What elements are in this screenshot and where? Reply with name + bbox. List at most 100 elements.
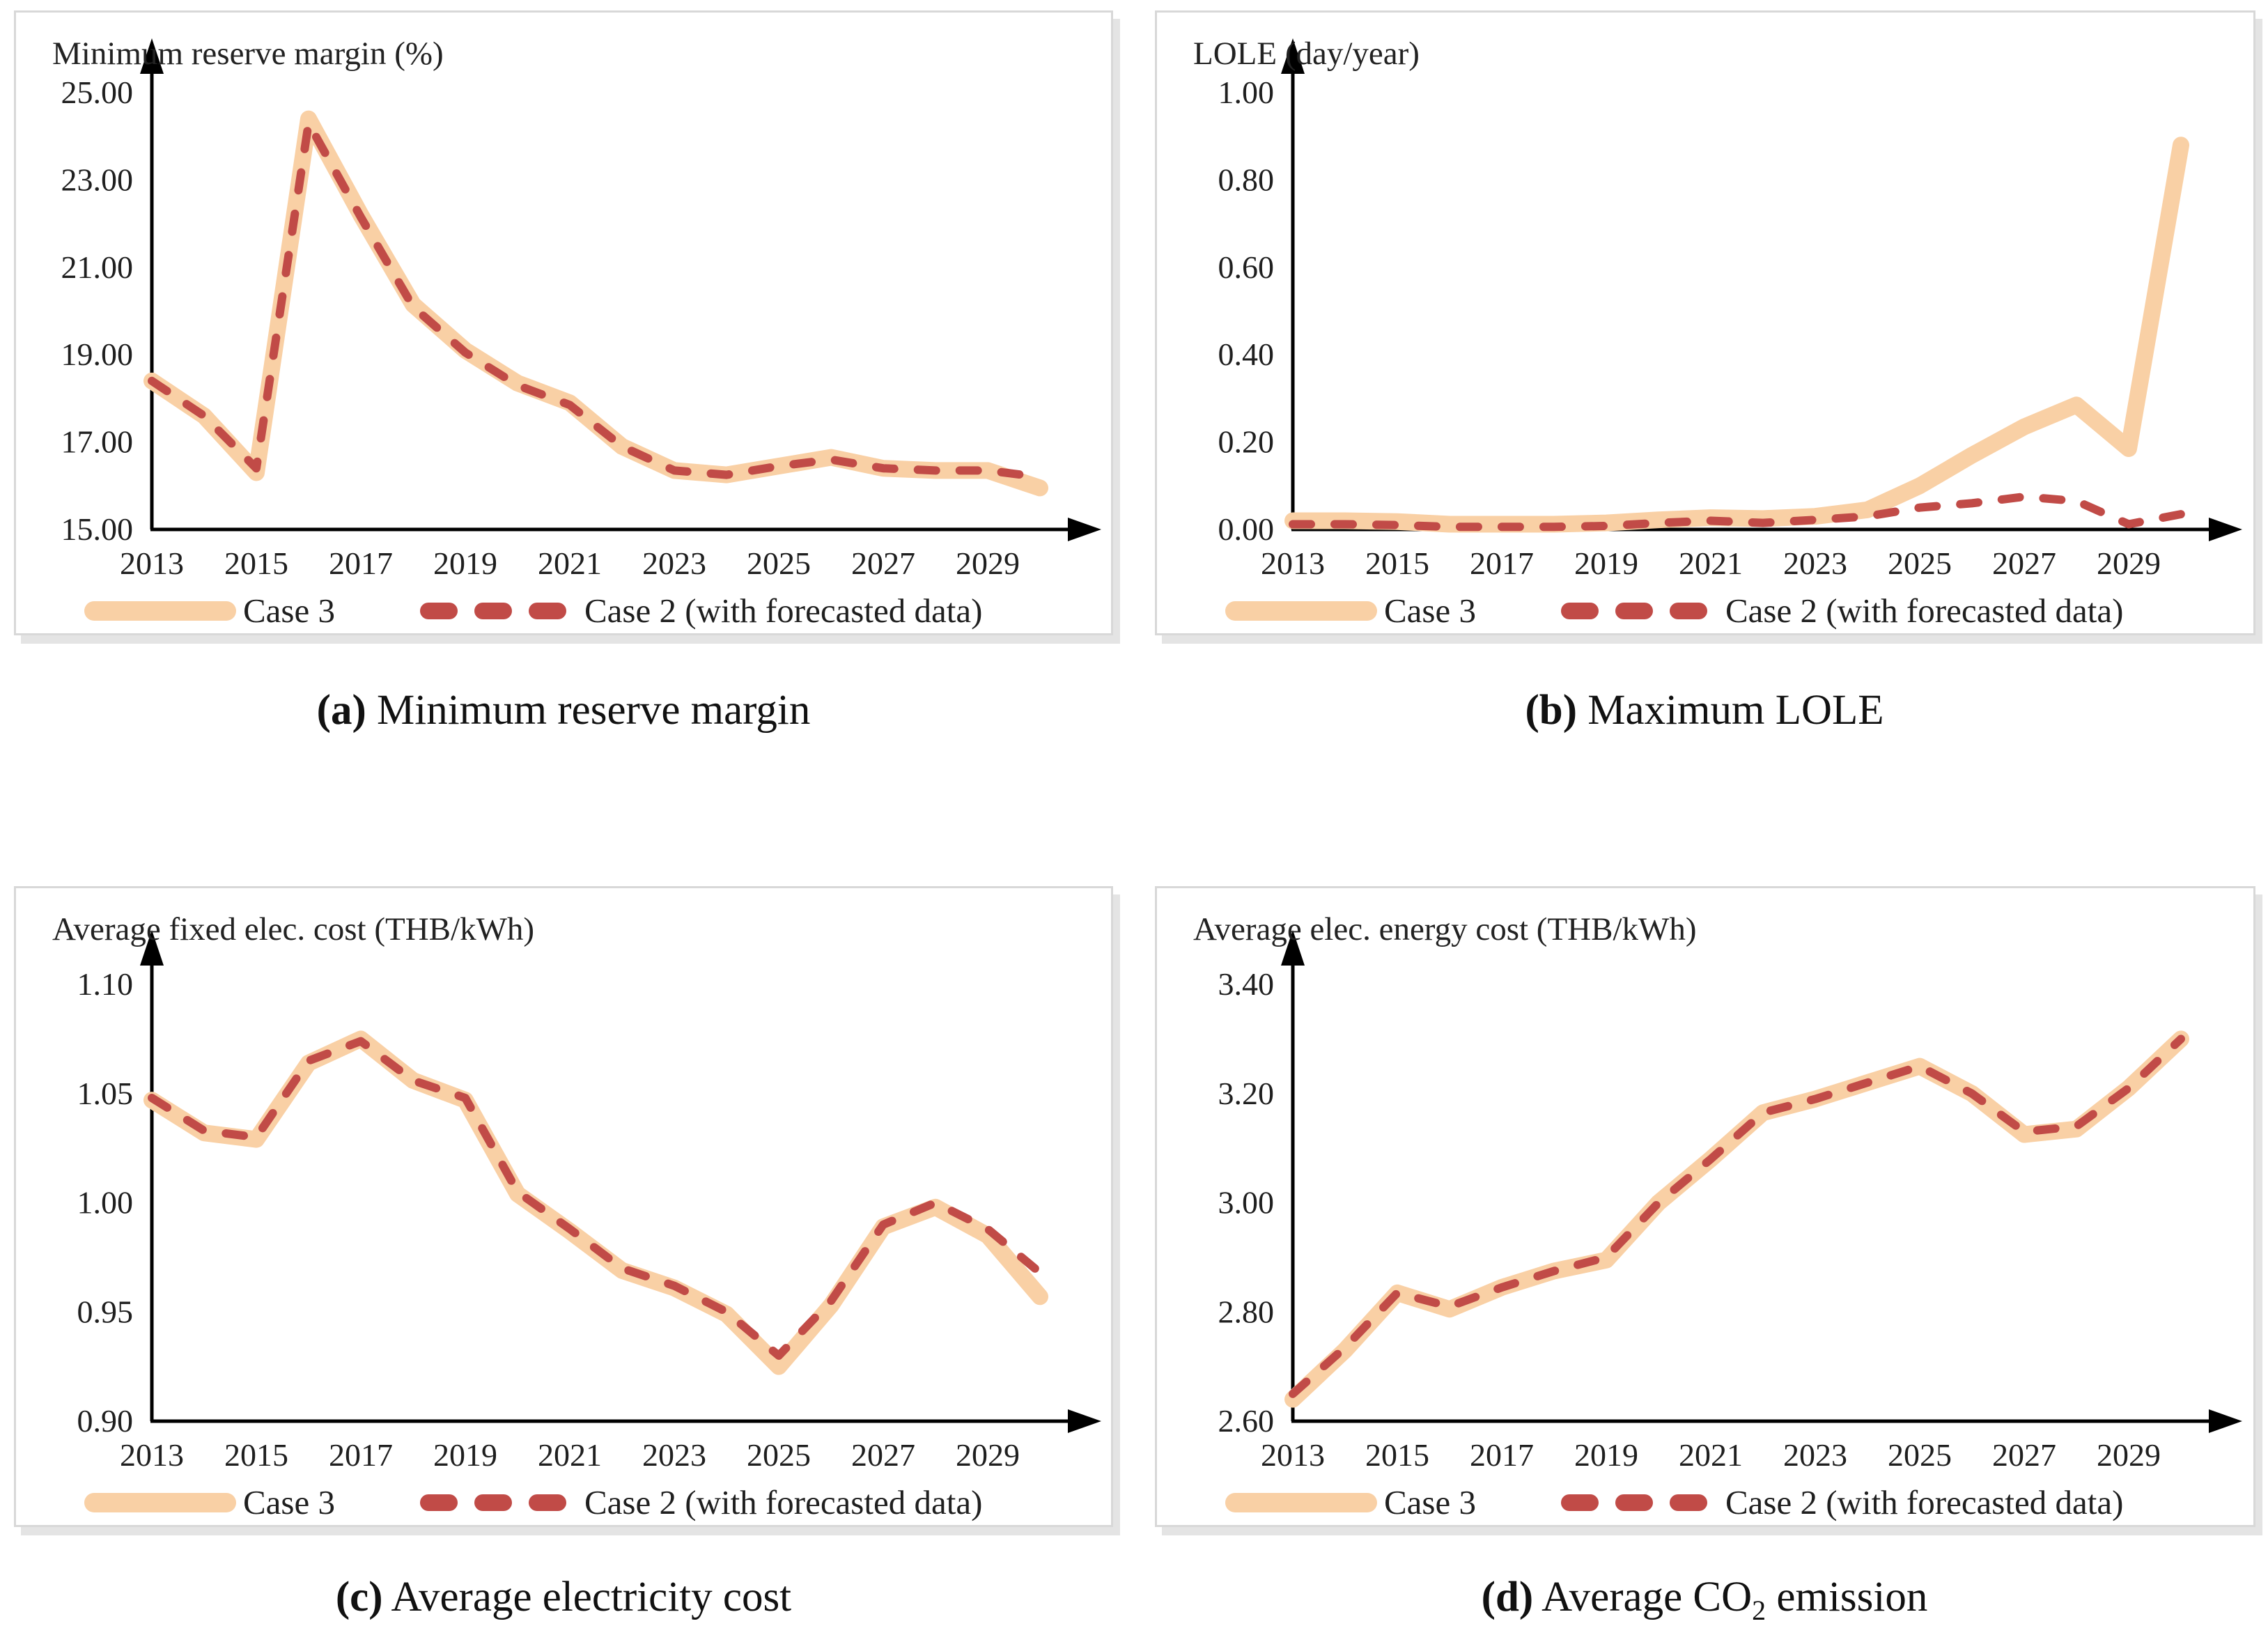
x-tick-label: 2019: [1574, 545, 1638, 581]
legend-case2-label: Case 2 (with forecasted data): [584, 591, 982, 630]
x-axis-arrowhead-icon: [1068, 1409, 1101, 1433]
y-tick-label: 1.00: [77, 1185, 134, 1221]
legend-case3-label: Case 3: [243, 1483, 335, 1521]
x-tick-label: 2025: [747, 545, 811, 581]
y-tick-label: 19.00: [61, 336, 134, 372]
x-tick-label: 2019: [433, 1437, 497, 1473]
x-tick-label: 2021: [538, 545, 602, 581]
chart-title: Minimum reserve margin (%): [52, 36, 444, 72]
panel-b-maximum-lole: 0.00 0.20 0.40 0.60 0.80 1.00 2013 2015 2017 2019…: [1155, 10, 2255, 635]
legend: Case 3 Case 2 (with forecasted data): [84, 591, 982, 630]
x-tick-label: 2015: [224, 1437, 288, 1473]
y-tick-label: 0.00: [1218, 511, 1275, 547]
caption-b-text: Maximum LOLE: [1587, 687, 1884, 734]
caption-d-text-sub: 2: [1752, 1595, 1766, 1627]
y-tick-label: 3.00: [1218, 1185, 1275, 1221]
x-tick-label: 2017: [329, 545, 393, 581]
y-tick-label: 3.40: [1218, 966, 1275, 1002]
caption-a-label: (a): [316, 687, 366, 734]
caption-a-text: Minimum reserve margin: [377, 687, 811, 734]
x-tick-label: 2019: [1574, 1437, 1638, 1473]
y-tick-label: 15.00: [61, 511, 134, 547]
y-tick-label: 1.00: [1218, 75, 1275, 110]
y-tick-label: 25.00: [61, 75, 134, 110]
y-tick-label: 1.10: [77, 966, 134, 1002]
chart-average-fixed-elec-cost: 0.90 0.95 1.00 1.05 1.10 2013 2015 2017 2019 2021…: [52, 911, 1101, 1521]
x-tick-label: 2023: [642, 1437, 706, 1473]
x-tick-label: 2025: [1888, 1437, 1952, 1473]
y-tick-label: 0.95: [77, 1294, 134, 1329]
x-tick-label: 2017: [1470, 1437, 1534, 1473]
x-tick-label: 2029: [2097, 1437, 2161, 1473]
legend-case2-label: Case 2 (with forecasted data): [1725, 591, 2123, 630]
caption-c-label: (c): [335, 1574, 383, 1620]
case2-line: [1289, 1035, 2185, 1398]
caption-b: (b) Maximum LOLE: [1155, 686, 2254, 735]
y-tick-label: 2.80: [1218, 1294, 1275, 1329]
chart-root: 15.00 17.00 19.00 21.00 23.00 25.00 2013 2015 20…: [52, 36, 1101, 630]
legend: Case 3 Case 2 (with forecasted data): [1225, 591, 2123, 630]
x-axis-arrowhead-icon: [2209, 518, 2242, 541]
x-axis-arrowhead-icon: [1068, 518, 1101, 541]
legend-case3-label: Case 3: [1384, 591, 1476, 630]
x-tick-label: 2013: [120, 1437, 184, 1473]
caption-b-label: (b): [1525, 687, 1578, 734]
case3-line: [1284, 137, 2189, 533]
case2-line: [148, 1037, 1044, 1360]
chart-average-elec-energy-cost: 2.60 2.80 3.00 3.20 3.40 2013 2015 2017 2019 2021…: [1193, 911, 2242, 1521]
axes: 2.60 2.80 3.00 3.20 3.40 2013 2015 2017 2019 2021…: [1218, 930, 2242, 1473]
caption-c-text: Average electricity cost: [391, 1574, 792, 1620]
x-tick-label: 2021: [1679, 545, 1743, 581]
y-tick-label: 0.60: [1218, 249, 1275, 285]
x-tick-label: 2025: [747, 1437, 811, 1473]
y-axis-arrowhead-icon: [140, 930, 164, 966]
y-axis-arrowhead-icon: [1281, 38, 1305, 74]
panel-d-average-co2-emission: 2.60 2.80 3.00 3.20 3.40 2013 2015 2017 2019 2021…: [1155, 886, 2255, 1527]
y-tick-label: 2.60: [1218, 1403, 1275, 1439]
caption-d: (d) Average CO2 emission: [1155, 1573, 2254, 1627]
case2-line: [148, 118, 1044, 481]
y-tick-label: 0.90: [77, 1403, 134, 1439]
x-tick-label: 2015: [1365, 545, 1429, 581]
y-tick-label: 3.20: [1218, 1076, 1275, 1111]
panel-a-minimum-reserve-margin: 15.00 17.00 19.00 21.00 23.00 25.00 2013 2015 20…: [14, 10, 1113, 635]
x-tick-label: 2017: [1470, 545, 1534, 581]
y-tick-label: 21.00: [61, 249, 134, 285]
x-tick-label: 2025: [1888, 545, 1952, 581]
x-axis-arrowhead-icon: [2209, 1409, 2242, 1433]
y-axis-arrowhead-icon: [1281, 930, 1305, 966]
x-tick-label: 2013: [1261, 1437, 1325, 1473]
caption-c: (c) Average electricity cost: [14, 1573, 1113, 1622]
axes: 15.00 17.00 19.00 21.00 23.00 25.00 2013 2015 20…: [61, 38, 1101, 581]
legend-case3-label: Case 3: [243, 591, 335, 630]
x-tick-label: 2027: [1992, 545, 2056, 581]
x-tick-label: 2021: [1679, 1437, 1743, 1473]
y-tick-label: 23.00: [61, 162, 134, 197]
chart-root: 0.90 0.95 1.00 1.05 1.10 2013 2015 2017 2019 2021…: [52, 911, 1101, 1521]
x-tick-label: 2029: [956, 545, 1020, 581]
x-tick-label: 2023: [1783, 545, 1847, 581]
x-tick-label: 2027: [1992, 1437, 2056, 1473]
legend: Case 3 Case 2 (with forecasted data): [1225, 1483, 2123, 1521]
panel-c-average-electricity-cost: 0.90 0.95 1.00 1.05 1.10 2013 2015 2017 2019 2021…: [14, 886, 1113, 1527]
y-tick-label: 0.80: [1218, 162, 1275, 197]
chart-root: 2.60 2.80 3.00 3.20 3.40 2013 2015 2017 2019 2021…: [1193, 911, 2242, 1521]
y-tick-label: 1.05: [77, 1076, 134, 1111]
x-tick-label: 2015: [224, 545, 288, 581]
legend-case2-label: Case 2 (with forecasted data): [584, 1483, 982, 1521]
x-tick-label: 2019: [433, 545, 497, 581]
legend-case2-label: Case 2 (with forecasted data): [1725, 1483, 2123, 1521]
case3-line: [1284, 1030, 2189, 1408]
chart-maximum-lole: 0.00 0.20 0.40 0.60 0.80 1.00 2013 2015 2017 2019…: [1193, 36, 2242, 630]
legend-case3-label: Case 3: [1384, 1483, 1476, 1521]
x-tick-label: 2015: [1365, 1437, 1429, 1473]
y-axis-arrowhead-icon: [140, 38, 164, 74]
caption-d-label: (d): [1481, 1574, 1534, 1620]
x-tick-label: 2029: [2097, 545, 2161, 581]
x-tick-label: 2021: [538, 1437, 602, 1473]
x-tick-label: 2027: [851, 1437, 915, 1473]
chart-title: Average elec. energy cost (THB/kWh): [1193, 911, 1697, 947]
x-tick-label: 2017: [329, 1437, 393, 1473]
x-tick-label: 2013: [1261, 545, 1325, 581]
